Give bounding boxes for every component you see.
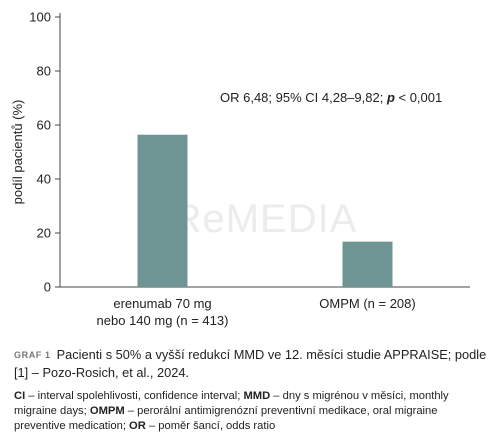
note-abbr: CI [14, 390, 26, 402]
figure-caption: GRAF 1 Pacienti s 50% a vyšší redukcí MMD… [14, 346, 492, 382]
note-abbr: MMD [243, 390, 271, 402]
note-text: – poměr šancí, odds ratio [145, 420, 276, 432]
x-tick-label: OMPM (n = 208) [319, 296, 415, 311]
watermark: ReMEDIA [173, 197, 358, 241]
note-abbr: OMPM [89, 405, 125, 417]
annotation-text: OR 6,48; 95% CI 4,28–9,82; p < 0,001 [220, 90, 442, 105]
y-tick-label: 100 [29, 10, 51, 25]
y-axis-label: podíl pacientů (%) [10, 100, 25, 205]
bar-chart: ReMEDIA 0 20 40 60 80 100 podíl pacientů (%) ere… [10, 10, 470, 328]
y-tick-label: 20 [37, 226, 51, 241]
caption-text: Pacienti s 50% a vyšší redukcí MMD ve 12… [14, 347, 487, 380]
abbreviation-notes: CI – interval spolehlivosti, confidence … [14, 389, 492, 434]
note-text: – dny s migrénou v měsíci, monthly migra… [14, 390, 449, 417]
caption-label: GRAF 1 [14, 350, 51, 360]
y-tick-label: 60 [37, 118, 51, 133]
note-abbr: OR [129, 420, 146, 432]
note-text: – perorální antimigrenózní preventivní m… [14, 405, 438, 432]
y-tick-label: 40 [37, 172, 51, 187]
y-tick-label: 0 [44, 280, 51, 295]
y-tick-label: 80 [37, 64, 51, 79]
bar [137, 134, 188, 287]
bar [342, 241, 393, 287]
note-text: – interval spolehlivosti, confidence int… [25, 390, 244, 402]
x-tick-label: erenumab 70 mg nebo 140 mg (n = 413) [97, 296, 229, 328]
